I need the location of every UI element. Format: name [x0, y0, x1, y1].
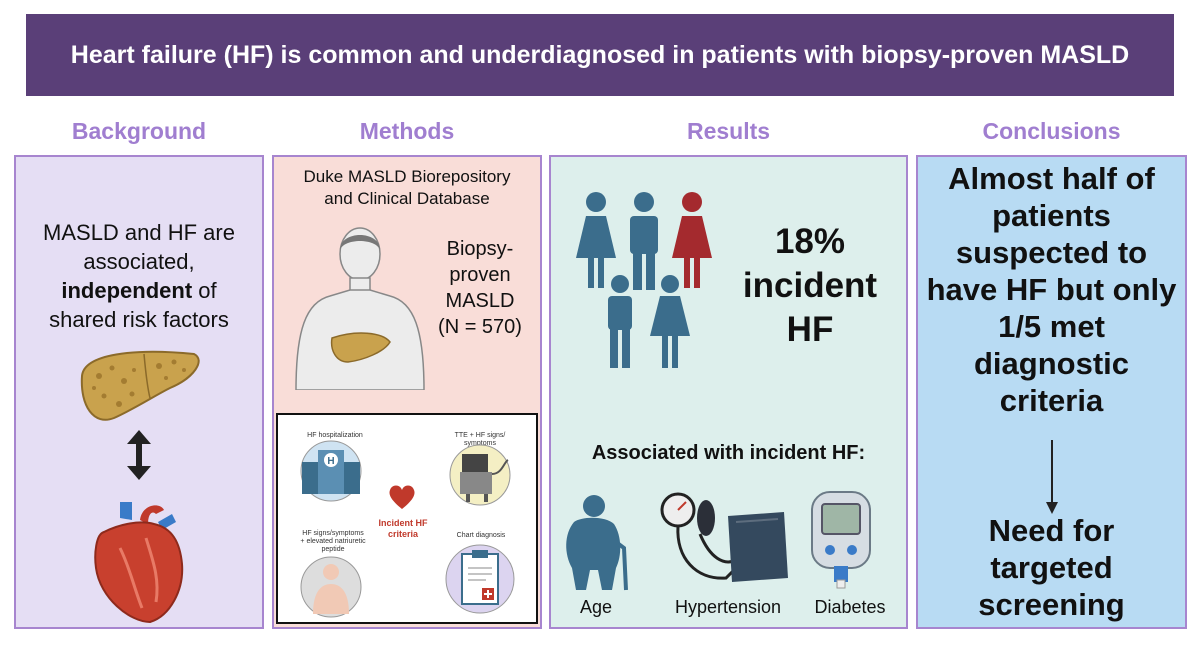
blood-pressure-monitor-icon: [660, 492, 788, 582]
signs-line-3: peptide: [321, 546, 345, 553]
factor-diabetes-label: Diabetes: [814, 597, 886, 617]
background-line-1: MASLD and HF are: [43, 220, 235, 245]
patient-figure-icon: [295, 227, 425, 390]
conclusion-line-6: diagnostic: [973, 346, 1129, 381]
liver-icon: [80, 350, 200, 421]
need-line-2: targeted: [990, 550, 1113, 585]
heart-icon: [94, 502, 184, 624]
signs-line-1: HF signs/symptoms: [302, 530, 364, 537]
glucose-meter-icon: [811, 491, 871, 589]
database-line-2: and Clinical Database: [324, 189, 490, 208]
criterion-hospitalization-label: HF hospitalization: [307, 432, 363, 439]
need-line-1: Need for: [988, 513, 1115, 548]
tte-line-2: symptoms: [464, 440, 496, 447]
cohort-line-1: Biopsy-: [446, 238, 514, 260]
section-title-conclusions: Conclusions: [982, 118, 1121, 144]
conclusion-line-2: patients: [992, 198, 1111, 233]
echocardiogram-machine-icon: [449, 444, 511, 506]
person-male-icon: [630, 192, 658, 290]
signs-line-2: + elevated natriuretic: [300, 538, 366, 545]
incident-hf-stat: 18% incident HF: [720, 220, 900, 352]
cohort-label: Biopsy- proven MASLD (N = 570): [420, 236, 540, 340]
conclusion-line-4: have HF but only: [926, 272, 1177, 307]
incident-hf-line-1: Incident HF: [378, 518, 428, 528]
cohort-line-2: proven: [449, 264, 511, 286]
cohort-line-4: (N = 570): [438, 316, 522, 338]
need-for-screening: Need for targeted screening: [916, 512, 1187, 623]
person-highlighted-icon: [672, 192, 712, 288]
conclusion-line-7: criteria: [999, 383, 1104, 418]
patient-symptoms-icon: [300, 556, 362, 618]
person-child-girl-icon: [650, 275, 690, 368]
database-label: Duke MASLD Biorepository and Clinical Da…: [272, 166, 542, 210]
down-arrow-icon: [1046, 440, 1058, 514]
section-title-results: Results: [686, 118, 771, 144]
title-banner: Heart failure (HF) is common and underdi…: [26, 14, 1174, 96]
database-line-1: Duke MASLD Biorepository: [303, 167, 511, 186]
hospital-icon: H: [300, 440, 362, 502]
section-title-methods: Methods: [359, 118, 455, 144]
criterion-signs-label: HF signs/symptoms + elevated natriuretic…: [286, 530, 380, 554]
background-line-3: independent of: [14, 276, 264, 305]
banner-title: Heart failure (HF) is common and underdi…: [70, 40, 1130, 69]
person-female-icon: [576, 192, 616, 288]
stat-percentage: 18%: [774, 222, 846, 261]
cohort-line-3: MASLD: [445, 290, 515, 312]
background-line-2: associated,: [83, 249, 195, 274]
associated-heading: Associated with incident HF:: [591, 442, 866, 464]
conclusions-panel: [916, 155, 1187, 629]
heart-small-icon: [389, 485, 415, 509]
factor-age-label: Age: [579, 597, 613, 617]
section-title-background: Background: [71, 118, 207, 144]
criterion-chart-label: Chart diagnosis: [456, 532, 506, 539]
chart-diagnosis-icon: [445, 544, 515, 614]
conclusion-statement: Almost half of patients suspected to hav…: [916, 160, 1187, 419]
need-line-3: screening: [978, 587, 1125, 622]
bidirectional-arrow-icon: [127, 430, 151, 480]
incident-hf-line-2: criteria: [387, 529, 419, 539]
conclusion-line-3: suspected to: [955, 235, 1148, 270]
background-text: MASLD and HF are associated, independent…: [14, 218, 264, 334]
stat-line-3: HF: [786, 310, 834, 349]
factor-hypertension-label: Hypertension: [674, 597, 782, 617]
tte-line-1: TTE + HF signs/: [454, 432, 506, 439]
criterion-tte-label: TTE + HF signs/ symptoms: [434, 432, 526, 448]
background-of: of: [192, 278, 217, 303]
conclusion-line-5: 1/5 met: [998, 309, 1105, 344]
incident-hf-criteria-label: Incident HF criteria: [374, 518, 432, 540]
elderly-person-icon: [566, 495, 628, 591]
person-child-boy-icon: [608, 275, 632, 368]
conclusion-line-1: Almost half of: [948, 161, 1155, 196]
people-group-icon: [576, 192, 712, 368]
independent-emphasis: independent: [61, 278, 193, 303]
svg-text:H: H: [327, 456, 334, 467]
stat-line-2: incident: [742, 266, 878, 305]
background-line-4: shared risk factors: [49, 307, 229, 332]
